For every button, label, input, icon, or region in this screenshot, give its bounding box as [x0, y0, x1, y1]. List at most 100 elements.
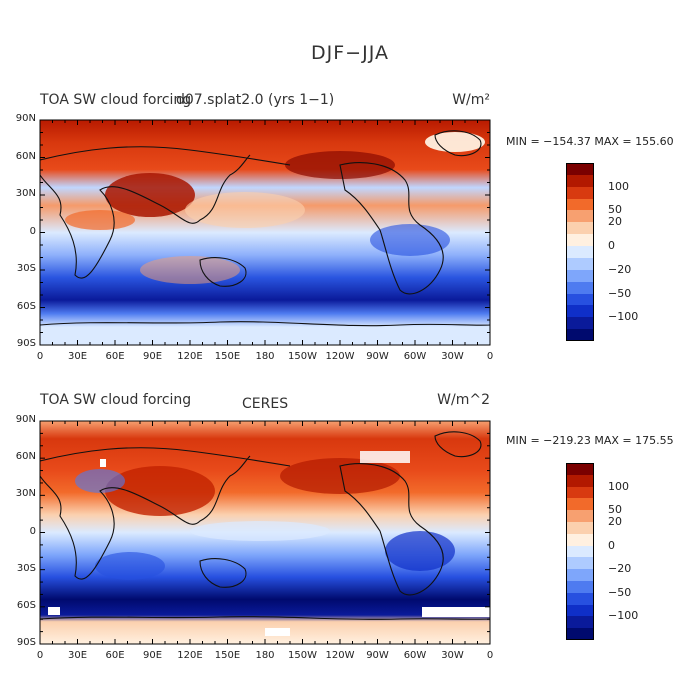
lon-tick-label: 120W: [325, 351, 355, 362]
field-blob: [105, 466, 215, 516]
colorbar-label: 0: [608, 538, 615, 552]
missing-data-patch: [100, 459, 106, 467]
lat-tick-label: 90N: [15, 113, 36, 124]
missing-data-patch: [265, 628, 290, 636]
lon-tick-label: 0: [36, 351, 44, 362]
colorbar-label: 20: [608, 215, 622, 229]
colorbar-segment: [566, 463, 594, 476]
colorbar-segment: [566, 174, 594, 188]
lon-tick-label: 30W: [441, 351, 464, 362]
colorbar-segment: [566, 474, 594, 488]
lon-tick-label: 120E: [177, 351, 203, 362]
lat-tick-label: 60N: [15, 150, 36, 162]
panel-units: W/m²: [452, 92, 490, 108]
colorbar-label: −100: [608, 609, 639, 623]
lon-tick-label: 30E: [67, 351, 88, 362]
colorbar-label: −50: [608, 585, 632, 599]
colorbar-segment: [566, 510, 594, 523]
missing-data-patch: [360, 451, 410, 463]
lat-tick-label: 30N: [15, 188, 36, 199]
missing-data-patch: [48, 607, 60, 615]
colorbar-segment: [566, 557, 594, 570]
lon-tick-label: 180: [255, 351, 275, 362]
min-max-readout: MIN = −219.23 MAX = 175.55: [506, 434, 674, 447]
map-border: [39, 420, 491, 645]
colorbar-segment: [566, 246, 594, 259]
colorbar-label: 100: [608, 179, 629, 193]
lon-tick-label: 90W: [366, 351, 389, 362]
map-ceres: [40, 421, 490, 644]
panel-units: W/m^2: [437, 392, 490, 408]
colorbar-label: −20: [608, 562, 632, 576]
lat-tick-label: 60S: [16, 300, 36, 312]
colorbar-segment: [566, 522, 594, 535]
colorbar-segment: [566, 210, 594, 223]
colorbar-segment: [566, 498, 594, 511]
colorbar-segment: [566, 581, 594, 594]
field-blob: [280, 458, 400, 494]
lon-tick-label: 30E: [67, 650, 88, 661]
map-model: [40, 120, 490, 345]
lon-tick-label: 60E: [105, 650, 125, 661]
panel-model: TOA SW cloud forcing d07.splat2.0 (yrs 1…: [0, 88, 700, 388]
colorbar-segment: [566, 269, 594, 283]
lon-tick-label: 150W: [288, 351, 317, 362]
colorbar-label: 100: [608, 479, 629, 493]
lat-tick-label: 60S: [16, 599, 36, 611]
lat-tick-label: 30S: [16, 562, 36, 574]
colorbar-segment: [566, 533, 594, 547]
map-frame: [39, 119, 491, 346]
figure-title: DJF−JJA: [311, 42, 389, 64]
colorbar-segment: [566, 604, 594, 617]
colorbar-ceres: [566, 463, 594, 641]
panel-title-center: CERES: [242, 396, 289, 412]
lon-tick-label: 150E: [214, 650, 241, 661]
colorbar-label: 50: [608, 503, 622, 517]
lon-tick-label: 180: [255, 650, 275, 661]
field-blob: [65, 210, 135, 230]
colorbar-label: −100: [608, 310, 639, 324]
colorbar-model: [566, 163, 594, 342]
field-blob: [140, 256, 240, 284]
panel-title-center: d07.splat2.0 (yrs 1−1): [176, 92, 335, 108]
colorbar-segment: [566, 592, 594, 606]
lat-tick-label: 30S: [16, 263, 36, 274]
lat-tick-label: 30N: [15, 488, 36, 500]
lat-tick-label: 0: [29, 525, 36, 537]
field-blob: [75, 469, 125, 493]
lon-tick-label: 0: [36, 650, 44, 661]
colorbar-segment: [566, 616, 594, 629]
colorbar-segment: [566, 329, 594, 342]
lat-tick-label: 90S: [16, 637, 36, 648]
greenland-patch: [425, 132, 485, 152]
colorbar-label: −50: [608, 286, 632, 300]
panel-title-left: TOA SW cloud forcing: [40, 92, 192, 108]
colorbar-segment: [566, 305, 594, 318]
lon-tick-label: 90E: [142, 650, 163, 661]
colorbar-segment: [566, 569, 594, 582]
lon-tick-label: 90E: [142, 351, 163, 362]
min-max-readout: MIN = −154.37 MAX = 155.60: [506, 135, 674, 148]
lat-tick-label: 0: [29, 225, 36, 237]
lon-tick-label: 60W: [403, 650, 427, 661]
colorbar-label: 0: [608, 239, 615, 253]
colorbar-label: −20: [608, 262, 632, 276]
colorbar-segment: [566, 222, 594, 235]
colorbar-segment: [566, 257, 594, 271]
lat-tick-label: 90N: [15, 414, 36, 425]
lon-tick-label: 30W: [441, 650, 464, 661]
colorbar-segment: [566, 628, 594, 641]
lon-tick-label: 0: [486, 650, 494, 661]
missing-data-patch: [422, 607, 490, 617]
colorbar-segment: [566, 486, 594, 499]
lon-tick-label: 120E: [177, 650, 203, 661]
lat-tick-label: 90S: [16, 338, 36, 349]
lat-tick-label: 60N: [15, 451, 36, 463]
colorbar-segment: [566, 545, 594, 558]
field-blob: [190, 521, 330, 541]
colorbar-segment: [566, 186, 594, 200]
colorbar-label: 20: [608, 515, 622, 528]
lon-tick-label: 60E: [105, 351, 125, 362]
colorbar-segment: [566, 317, 594, 330]
colorbar-segment: [566, 198, 594, 211]
